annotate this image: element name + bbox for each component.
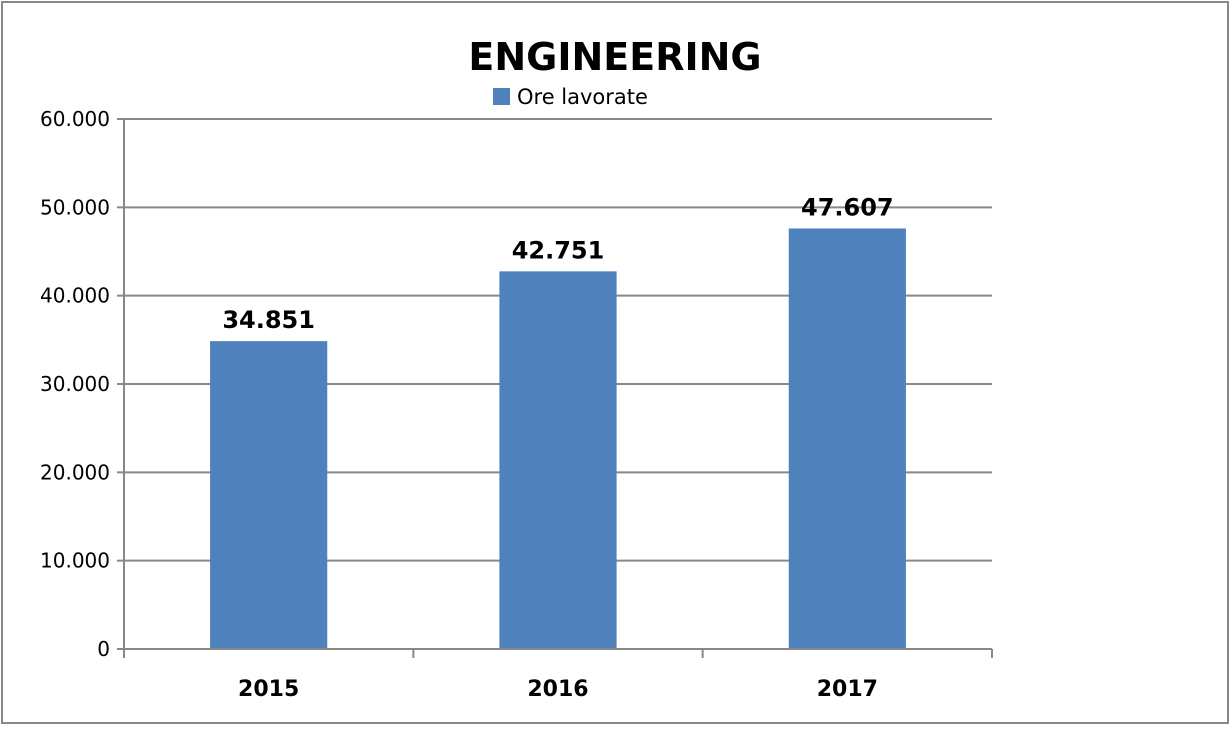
- bar: [499, 271, 617, 649]
- y-tick-label: 60.000: [40, 107, 110, 131]
- data-label: 42.751: [512, 236, 605, 264]
- legend: Ore lavorate: [493, 85, 648, 109]
- data-labels: 34.851 42.751 47.607: [222, 193, 893, 334]
- bars: [210, 228, 906, 649]
- y-tick-label: 10.000: [40, 549, 110, 573]
- data-label: 47.607: [801, 193, 894, 221]
- y-tick-label: 50.000: [40, 195, 110, 219]
- legend-label: Ore lavorate: [517, 85, 648, 109]
- x-tick-label: 2016: [527, 677, 588, 702]
- x-tick-label: 2017: [817, 677, 878, 702]
- bar: [210, 341, 328, 649]
- legend-swatch: [493, 88, 510, 105]
- y-tick-label: 40.000: [40, 284, 110, 308]
- data-label: 34.851: [222, 306, 315, 334]
- x-axis-ticks: 2015 2016 2017: [238, 677, 878, 702]
- axes: [123, 119, 993, 658]
- y-tick-label: 30.000: [40, 372, 110, 396]
- y-tick-label: 20.000: [40, 460, 110, 484]
- y-tick-label: 0: [97, 637, 110, 661]
- y-axis-ticks: 0 10.000 20.000 30.000 40.000 50.000 60.000: [40, 107, 124, 661]
- chart-title: ENGINEERING: [468, 35, 761, 79]
- bar: [788, 228, 906, 649]
- x-tick-label: 2015: [238, 677, 299, 702]
